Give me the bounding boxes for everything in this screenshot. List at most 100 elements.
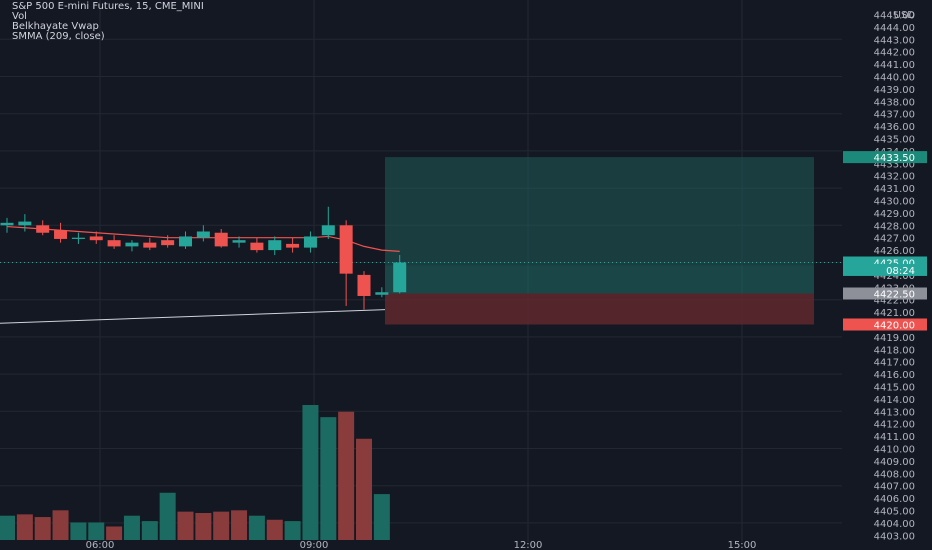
position-stop-zone[interactable] [385,293,814,325]
price-axis-label: 4439.00 [874,85,915,96]
price-axis-label: 4438.00 [874,97,915,108]
candle-body[interactable] [339,225,353,274]
volume-bar [16,514,33,540]
volume-bar [70,522,87,540]
target-price-tag: 4433.50 [874,153,915,164]
candle-body[interactable] [268,240,282,251]
price-axis-label: 4416.00 [874,370,915,381]
candle-body[interactable] [321,225,335,236]
price-axis-label: 4435.00 [874,135,915,146]
price-axis-label: 4433.00 [874,159,915,170]
price-axis-label: 4443.00 [874,35,915,46]
price-axis-label: 4412.00 [874,420,915,431]
volume-bar [231,510,248,540]
price-axis-label: 4404.00 [874,519,915,530]
price-axis-label: 4432.00 [874,172,915,183]
price-axis-label: 4442.00 [874,48,915,59]
candle-body[interactable] [214,232,228,247]
time-axis-label: 15:00 [728,540,757,550]
countdown-tag: 08:24 [886,266,915,277]
volume-bar [284,521,301,540]
price-axis-label: 4417.00 [874,358,915,369]
price-axis-label: 4411.00 [874,432,915,443]
candle-body[interactable] [303,236,317,248]
candle-body[interactable] [357,274,371,296]
price-axis-label: 4419.00 [874,333,915,344]
price-axis-label: 4405.00 [874,507,915,518]
candle-body[interactable] [107,240,121,247]
candle-body[interactable] [375,292,389,295]
price-axis-label: 4437.00 [874,110,915,121]
candle-body[interactable] [0,222,14,226]
countdown-tag-bg [843,263,927,276]
price-axis-label: 4430.00 [874,197,915,208]
price-axis-label: 4431.00 [874,184,915,195]
candle-body[interactable] [36,225,50,233]
volume-bar [159,492,176,540]
time-axis-label: 09:00 [300,540,329,550]
volume-bar [338,411,355,540]
candle-body[interactable] [286,243,300,248]
price-axis-label: 4418.00 [874,345,915,356]
candle-body[interactable] [196,231,210,238]
volume-bar [141,521,158,540]
volume-bar [213,511,230,540]
vwap-line [0,309,386,324]
price-axis-label: 4421.00 [874,308,915,319]
candle-body[interactable] [125,242,139,247]
volume-bar [320,417,337,540]
candle-body[interactable] [161,240,175,246]
price-axis-label: 4440.00 [874,73,915,84]
stop-price-tag: 4420.00 [874,321,915,332]
stop-price-tag-bg [843,318,927,331]
price-axis-label: 4429.00 [874,209,915,220]
time-axis-label: 06:00 [86,540,115,550]
volume-bar [106,526,123,540]
candle-body[interactable] [179,236,192,247]
price-axis-label: 4426.00 [874,246,915,257]
price-axis-label: 4444.00 [874,23,915,34]
price-axis-label: 4427.00 [874,234,915,245]
candle-body[interactable] [71,237,85,239]
candle-body[interactable] [250,242,264,251]
candle-body[interactable] [232,240,246,243]
candle-body[interactable] [393,262,407,293]
volume-bar [34,517,51,540]
volume-bar [123,515,140,540]
volume-bar [373,494,390,540]
position-profit-zone[interactable] [385,157,814,266]
price-axis-label: 4422.00 [874,296,915,307]
position-profit-zone-near[interactable] [385,265,814,294]
volume-bar [356,438,372,540]
volume-bar [177,511,194,540]
price-axis-label: 4408.00 [874,469,915,480]
price-axis-label: 4409.00 [874,457,915,468]
time-axis-label: 12:00 [514,540,543,550]
price-axis-label: 4428.00 [874,221,915,232]
volume-bar [0,515,15,540]
volume-bar [248,515,265,540]
candle-body[interactable] [18,221,32,226]
price-axis-label: 4406.00 [874,494,915,505]
price-axis-label: 4414.00 [874,395,915,406]
price-axis-label: 4424.00 [874,271,915,282]
entry-price-tag-bg [843,287,927,300]
price-axis-label: 4445.00 [874,11,915,22]
volume-bar [266,519,283,540]
price-axis-label: 4441.00 [874,60,915,71]
candle-body[interactable] [89,236,103,241]
candle-body[interactable] [54,230,68,239]
price-axis-label: 4403.00 [874,531,915,542]
volume-bar [302,405,319,540]
candle-body[interactable] [143,242,157,248]
volume-bar [52,510,69,540]
volume-bar [195,513,212,540]
price-axis-label: 4436.00 [874,122,915,133]
price-axis-label: 4415.00 [874,383,915,394]
volume-bar [88,522,105,540]
currency-label: USD [894,10,916,21]
price-axis-label: 4413.00 [874,407,915,418]
entry-price-tag: 4422.50 [874,290,915,301]
